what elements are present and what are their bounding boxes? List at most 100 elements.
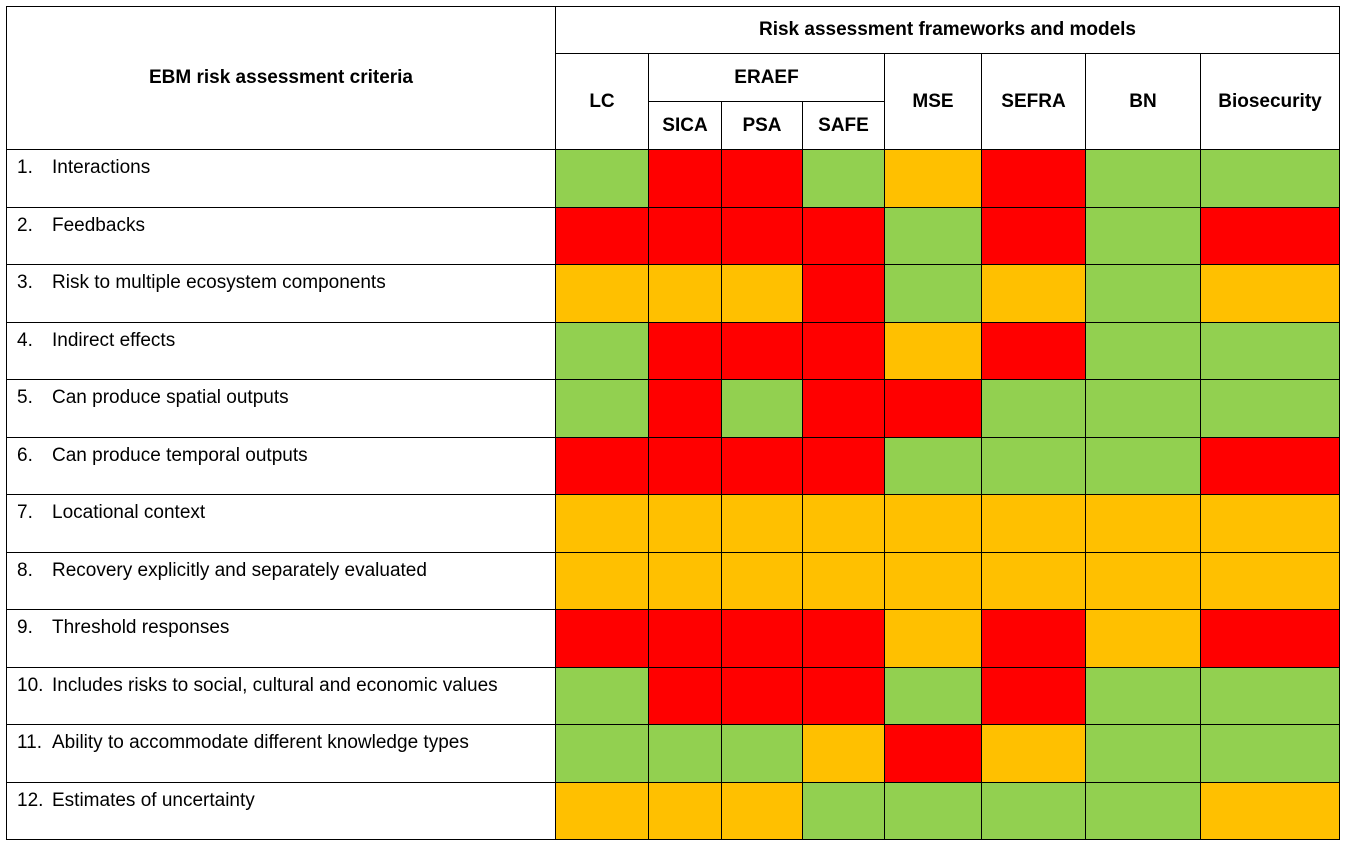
table-row: 1. Interactions: [6, 149, 1340, 208]
table-row: 5. Can produce spatial outputs: [6, 379, 1340, 438]
criterion-number: 7.: [17, 502, 33, 523]
risk-assessment-table: EBM risk assessment criteria Risk assess…: [6, 6, 1340, 840]
rating-cell-amber: [555, 264, 649, 323]
rating-cell-green: [555, 666, 649, 725]
criterion-label: Ability to accommodate different knowled…: [52, 732, 469, 753]
table-row: 9. Threshold responses: [6, 609, 1340, 668]
table-row: 7. Locational context: [6, 494, 1340, 553]
rating-cell-red: [648, 436, 722, 495]
rating-cell-amber: [981, 724, 1086, 783]
criterion-cell: 7. Locational context: [6, 494, 556, 553]
criterion-number: 4.: [17, 329, 33, 351]
criterion-cell: 6. Can produce temporal outputs: [6, 436, 556, 495]
rating-cell-amber: [802, 724, 885, 783]
criterion-label: Locational context: [52, 502, 206, 523]
criterion-label: Threshold responses: [52, 617, 230, 638]
rating-cell-amber: [884, 321, 982, 380]
rating-cell-amber: [555, 781, 649, 840]
col-header-psa: PSA: [721, 101, 803, 150]
criterion-content: 7. Locational context: [17, 499, 549, 526]
rating-cell-red: [884, 379, 982, 438]
criterion-cell: 4. Indirect effects: [6, 321, 556, 380]
rating-cell-amber: [802, 551, 885, 610]
criterion-content: 6. Can produce temporal outputs: [17, 442, 549, 469]
rating-cell-green: [884, 264, 982, 323]
criterion-cell: 10. Includes risks to social, cultural an…: [6, 666, 556, 725]
rating-cell-red: [648, 609, 722, 668]
table-row: 6. Can produce temporal outputs: [6, 436, 1340, 495]
criterion-cell: 12. Estimates of uncertainty: [6, 781, 556, 840]
rating-cell-red: [721, 206, 803, 265]
rating-cell-amber: [555, 551, 649, 610]
rating-cell-amber: [721, 781, 803, 840]
rating-cell-amber: [648, 264, 722, 323]
rating-cell-amber: [555, 494, 649, 553]
rating-cell-red: [981, 149, 1086, 208]
criterion-cell: 3. Risk to multiple ecosystem components: [6, 264, 556, 323]
rating-cell-green: [981, 379, 1086, 438]
rating-cell-red: [648, 149, 722, 208]
rating-cell-red: [721, 149, 803, 208]
criterion-number: 9.: [17, 617, 33, 638]
criteria-header: EBM risk assessment criteria: [6, 6, 556, 150]
criterion-number: 2.: [17, 214, 33, 236]
frameworks-header: Risk assessment frameworks and models: [555, 6, 1340, 54]
col-header-mse: MSE: [884, 53, 982, 150]
rating-cell-amber: [981, 264, 1086, 323]
rating-cell-red: [981, 666, 1086, 725]
rating-cell-red: [648, 666, 722, 725]
rating-cell-amber: [721, 264, 803, 323]
rating-cell-amber: [1200, 494, 1340, 553]
rating-cell-green: [884, 206, 982, 265]
eraef-header: ERAEF: [648, 53, 885, 102]
rating-cell-green: [555, 321, 649, 380]
rating-cell-green: [648, 724, 722, 783]
criterion-content: 9. Threshold responses: [17, 614, 549, 641]
criterion-number: 12.: [17, 789, 44, 811]
rating-cell-red: [802, 609, 885, 668]
rating-cell-red: [721, 666, 803, 725]
criterion-cell: 5. Can produce spatial outputs: [6, 379, 556, 438]
rating-cell-red: [981, 206, 1086, 265]
criterion-label: Estimates of uncertainty: [52, 789, 255, 811]
rating-cell-red: [721, 436, 803, 495]
rating-cell-green: [555, 724, 649, 783]
criterion-label: Can produce spatial outputs: [52, 387, 289, 408]
rating-cell-red: [802, 264, 885, 323]
rating-cell-green: [721, 724, 803, 783]
criterion-cell: 11. Ability to accommodate different know…: [6, 724, 556, 783]
criterion-content: 5. Can produce spatial outputs: [17, 384, 549, 411]
rating-cell-amber: [648, 781, 722, 840]
criterion-cell: 2. Feedbacks: [6, 206, 556, 265]
criterion-content: 11. Ability to accommodate different know…: [17, 729, 549, 756]
rating-cell-green: [981, 781, 1086, 840]
table-row: 3. Risk to multiple ecosystem components: [6, 264, 1340, 323]
rating-cell-amber: [802, 494, 885, 553]
rating-cell-green: [1085, 149, 1201, 208]
rating-cell-green: [721, 379, 803, 438]
criterion-number: 5.: [17, 387, 33, 408]
criterion-label: Risk to multiple ecosystem components: [52, 272, 386, 293]
rating-cell-amber: [981, 551, 1086, 610]
rating-cell-green: [1200, 149, 1340, 208]
rating-cell-green: [884, 436, 982, 495]
criterion-number: 1.: [17, 157, 33, 178]
rating-cell-red: [648, 321, 722, 380]
rating-cell-green: [1085, 436, 1201, 495]
rating-cell-amber: [884, 494, 982, 553]
rating-cell-green: [555, 379, 649, 438]
rating-cell-amber: [1085, 551, 1201, 610]
rating-cell-green: [802, 781, 885, 840]
criterion-content: 8. Recovery explicitly and separately eva…: [17, 557, 549, 584]
criterion-content: 1. Interactions: [17, 154, 549, 181]
rating-cell-green: [802, 149, 885, 208]
rating-cell-red: [802, 436, 885, 495]
rating-cell-amber: [648, 494, 722, 553]
table-row: 2. Feedbacks: [6, 206, 1340, 265]
rating-cell-green: [1200, 666, 1340, 725]
criterion-number: 10.: [17, 674, 44, 696]
rating-cell-amber: [884, 149, 982, 208]
rating-cell-green: [1200, 724, 1340, 783]
criterion-label: Recovery explicitly and separately evalu…: [52, 559, 427, 581]
rating-cell-red: [802, 666, 885, 725]
